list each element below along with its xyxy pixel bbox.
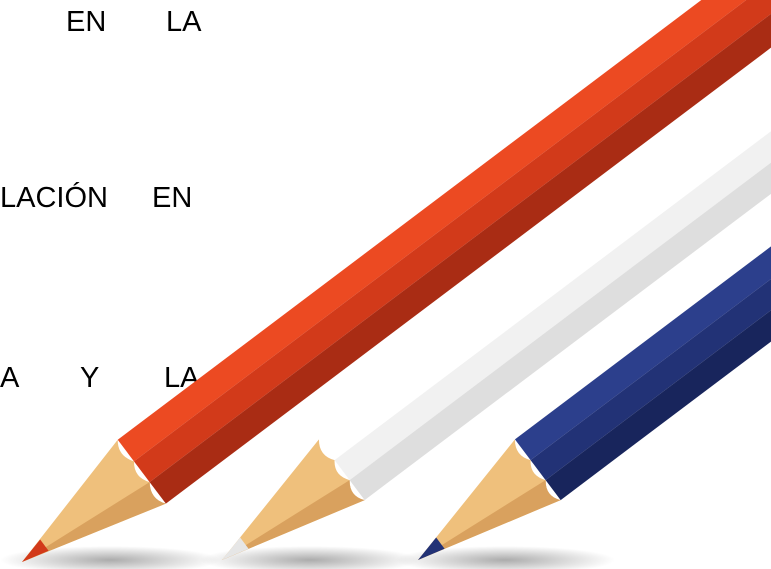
text-word: LA	[166, 6, 202, 38]
shadow	[395, 546, 615, 569]
text-word: EN	[152, 182, 193, 214]
text-word: LACIÓN	[0, 182, 108, 214]
blue-pencil	[418, 0, 771, 560]
text-word: Y	[80, 362, 100, 394]
text-word: EN	[66, 6, 107, 38]
shadow	[0, 546, 220, 569]
shadow	[200, 546, 420, 569]
text-word: A	[0, 362, 20, 394]
white-pencil	[222, 0, 771, 560]
